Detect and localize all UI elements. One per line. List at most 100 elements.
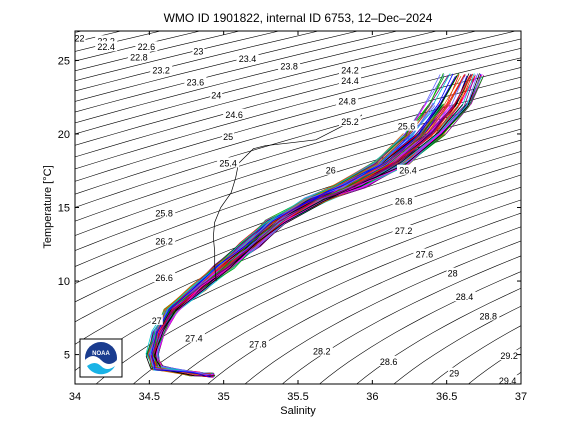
density-contour	[535, 0, 576, 428]
profile-line	[153, 73, 480, 377]
contour-labels: 2222.222.422.622.82323.223.423.623.82424…	[74, 32, 521, 384]
contour-label-bg	[395, 120, 418, 131]
contour-label: 24.2	[341, 66, 359, 76]
contour-label: 29.2	[500, 351, 518, 361]
contour-label-bg	[477, 310, 500, 321]
contour-label-bg	[336, 95, 359, 106]
density-contour	[207, 226, 521, 384]
contour-label-bg	[278, 60, 301, 71]
contour-label-bg	[153, 235, 176, 246]
profile-lines	[145, 73, 485, 378]
profile-line	[153, 74, 465, 376]
contour-label-bg	[95, 41, 118, 52]
contour-label-bg	[75, 32, 86, 43]
contour-label: 22	[74, 33, 84, 43]
x-tick-label: 36.5	[436, 391, 457, 403]
density-contour	[430, 325, 521, 384]
contour-label: 24.6	[225, 110, 243, 120]
x-tick-label: 35.5	[287, 391, 308, 403]
x-axis-label: Salinity	[280, 405, 316, 417]
profile-line	[151, 106, 454, 375]
contour-label-bg	[448, 367, 461, 378]
contour-label: 25.2	[341, 117, 359, 127]
x-tick-label: 36	[366, 391, 378, 403]
contour-label-bg	[339, 116, 361, 127]
x-tick-label: 34.5	[139, 391, 160, 403]
contour-label: 26	[326, 166, 336, 176]
contour-label-bg	[135, 41, 158, 52]
contour-label: 27.4	[185, 333, 203, 343]
contour-label: 23.8	[280, 61, 298, 71]
contour-label: 22.8	[130, 53, 148, 63]
contour-label-bg	[150, 314, 163, 325]
contour-label: 25	[223, 132, 233, 142]
y-axis-label: Temperature [°C]	[42, 165, 54, 248]
contour-label: 24.8	[338, 97, 356, 107]
contour-label: 26.8	[395, 197, 413, 207]
contour-label: 28.8	[480, 311, 498, 321]
contour-label: 24	[211, 91, 221, 101]
contour-label: 27.2	[395, 226, 413, 236]
contour-label: 27	[152, 316, 162, 326]
density-contour	[75, 31, 162, 52]
x-tick-label: 34	[69, 391, 81, 403]
contour-label-bg	[127, 51, 150, 62]
density-contour	[499, 0, 576, 428]
contour-label: 27.6	[416, 250, 434, 260]
density-contour	[467, 346, 521, 384]
contour-label-bg	[184, 76, 207, 87]
contour-label-bg	[192, 45, 205, 56]
contour-label: 24.4	[341, 76, 359, 86]
contour-label-bg	[223, 108, 246, 119]
density-contour	[393, 305, 521, 384]
y-tick-label: 10	[58, 276, 70, 288]
density-contour	[75, 31, 202, 62]
contour-label: 26.4	[399, 166, 417, 176]
density-contour	[572, 0, 576, 428]
contour-label: 23.6	[187, 78, 205, 88]
profile-line	[154, 76, 484, 377]
contour-label: 23.4	[239, 54, 257, 64]
contour-label-bg	[339, 64, 361, 75]
contour-label-bg	[217, 157, 240, 168]
contour-label-bg	[153, 207, 176, 218]
reference-profile	[212, 114, 363, 282]
profile-line	[153, 74, 465, 375]
y-tick-label: 15	[58, 203, 70, 215]
density-contour	[95, 186, 521, 384]
profile-line	[147, 105, 433, 375]
density-contour	[319, 271, 521, 384]
contour-label: 23.2	[152, 66, 170, 76]
contour-label-bg	[150, 64, 173, 75]
profile-line	[151, 104, 440, 378]
contour-label: 26.2	[155, 236, 173, 246]
contour-label: 25.4	[219, 158, 237, 168]
contour-label-bg	[153, 272, 176, 283]
series-line	[212, 114, 363, 282]
y-tick-label: 25	[58, 55, 70, 67]
contour-label: 23	[193, 47, 203, 57]
contour-label-bg	[339, 75, 361, 85]
contour-label-bg	[496, 375, 519, 384]
contour-label-bg	[446, 267, 459, 278]
contour-label-bg	[324, 164, 337, 175]
axes: 34 34.5 35 35.5 36 36.5 37 5 10 15 20 25	[58, 31, 527, 403]
contour-label: 28.2	[313, 347, 331, 357]
contour-label-bg	[210, 89, 223, 100]
profile-line	[154, 75, 471, 376]
y-tick-label: 20	[58, 129, 70, 141]
contour-label-bg	[397, 164, 419, 175]
contour-label: 28.6	[380, 357, 398, 367]
density-contour	[356, 287, 521, 384]
x-tick-label: 35	[218, 391, 230, 403]
